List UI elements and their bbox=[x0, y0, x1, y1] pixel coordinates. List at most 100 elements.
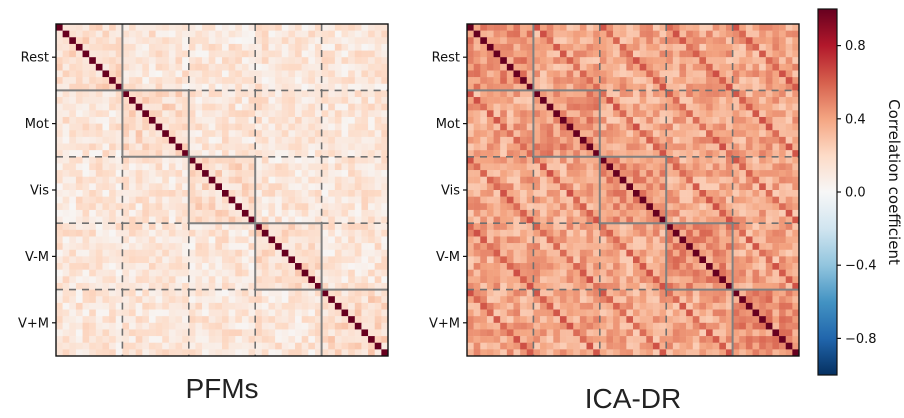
heatmap-cell bbox=[633, 243, 640, 251]
heatmap-cell bbox=[666, 316, 674, 324]
heatmap-cell bbox=[540, 249, 547, 257]
heatmap-cell bbox=[480, 243, 488, 251]
heatmap-cell bbox=[281, 196, 289, 204]
heatmap-cell bbox=[215, 329, 223, 337]
heatmap-cell bbox=[506, 70, 514, 78]
heatmap-cell bbox=[573, 243, 581, 251]
heatmap-cell bbox=[155, 37, 163, 45]
heatmap-cell bbox=[235, 156, 243, 164]
heatmap-cell bbox=[314, 229, 322, 237]
heatmap-cell bbox=[334, 282, 342, 290]
heatmap-cell bbox=[115, 216, 123, 224]
heatmap-cell bbox=[95, 57, 103, 65]
heatmap-cell bbox=[546, 170, 554, 177]
heatmap-cell bbox=[546, 316, 554, 324]
heatmap-cell bbox=[215, 130, 223, 138]
heatmap-cell bbox=[354, 309, 362, 317]
heatmap-cell bbox=[328, 176, 336, 184]
heatmap-cell bbox=[467, 243, 474, 251]
heatmap-cell bbox=[785, 223, 793, 231]
heatmap-cell bbox=[62, 296, 70, 304]
heatmap-cell bbox=[546, 209, 554, 217]
heatmap-cell bbox=[268, 322, 276, 330]
heatmap-cell bbox=[666, 97, 674, 104]
heatmap-cell bbox=[540, 43, 547, 51]
heatmap-cell bbox=[182, 150, 190, 158]
heatmap-cell bbox=[533, 256, 541, 264]
heatmap-cell bbox=[75, 263, 83, 270]
heatmap-cell bbox=[593, 90, 601, 98]
heatmap-cell bbox=[659, 37, 667, 45]
heatmap-cell bbox=[526, 203, 534, 211]
heatmap-cell bbox=[540, 170, 547, 177]
heatmap-cell bbox=[314, 196, 322, 204]
heatmap-cell bbox=[241, 50, 249, 58]
heatmap-cell bbox=[706, 50, 713, 58]
heatmap-cell bbox=[732, 203, 740, 211]
heatmap-cell bbox=[526, 43, 534, 51]
heatmap-cell bbox=[473, 296, 481, 304]
heatmap-cell bbox=[314, 209, 322, 217]
heatmap-cell bbox=[122, 50, 130, 58]
heatmap-cell bbox=[82, 316, 90, 324]
heatmap-cell bbox=[288, 263, 296, 270]
heatmap-cell bbox=[706, 316, 713, 324]
heatmap-cell bbox=[633, 276, 640, 284]
heatmap-cell bbox=[321, 83, 329, 91]
heatmap-cell bbox=[699, 249, 707, 257]
heatmap-cell bbox=[599, 70, 607, 78]
heatmap-cell bbox=[374, 236, 382, 244]
heatmap-cell bbox=[599, 123, 607, 131]
heatmap-cell bbox=[540, 223, 547, 231]
heatmap-cell bbox=[725, 342, 733, 350]
heatmap-cell bbox=[102, 43, 110, 51]
heatmap-cell bbox=[275, 223, 283, 231]
heatmap-cell bbox=[182, 190, 190, 197]
heatmap-cell bbox=[579, 30, 587, 38]
heatmap-cell bbox=[109, 349, 117, 357]
heatmap-cell bbox=[56, 329, 63, 337]
heatmap-cell bbox=[540, 256, 547, 264]
heatmap-cell bbox=[381, 316, 389, 324]
heatmap-cell bbox=[115, 349, 123, 357]
heatmap-cell bbox=[381, 209, 389, 217]
heatmap-cell bbox=[208, 336, 216, 343]
heatmap-cell bbox=[195, 136, 203, 144]
heatmap-cell bbox=[785, 209, 793, 217]
heatmap-cell bbox=[526, 209, 534, 217]
heatmap-cell bbox=[765, 296, 773, 304]
heatmap-cell bbox=[626, 196, 634, 204]
heatmap-cell bbox=[381, 50, 389, 58]
heatmap-cell bbox=[182, 156, 190, 164]
heatmap-cell bbox=[579, 216, 587, 224]
heatmap-cell bbox=[195, 309, 203, 317]
heatmap-cell bbox=[779, 143, 786, 151]
heatmap-cell bbox=[533, 77, 541, 85]
heatmap-cell bbox=[228, 37, 236, 45]
heatmap-cell bbox=[540, 190, 547, 197]
heatmap-cell bbox=[168, 322, 176, 330]
heatmap-cell bbox=[75, 156, 83, 164]
heatmap-cell bbox=[122, 229, 130, 237]
heatmap-cell bbox=[222, 156, 229, 164]
heatmap-cell bbox=[626, 203, 634, 211]
heatmap-cell bbox=[540, 276, 547, 284]
heatmap-cell bbox=[500, 176, 508, 184]
heatmap-cell bbox=[486, 77, 494, 85]
heatmap-cell bbox=[135, 103, 143, 111]
heatmap-cell bbox=[759, 70, 767, 78]
heatmap-cell bbox=[328, 309, 336, 317]
heatmap-cell bbox=[354, 130, 362, 138]
heatmap-cell bbox=[639, 136, 647, 144]
heatmap-cell bbox=[540, 77, 547, 85]
heatmap-cell bbox=[619, 57, 627, 65]
heatmap-cell bbox=[222, 90, 229, 98]
heatmap-cell bbox=[725, 150, 733, 158]
heatmap-cell bbox=[228, 83, 236, 91]
heatmap-cell bbox=[195, 329, 203, 337]
heatmap-cell bbox=[692, 37, 700, 45]
heatmap-cell bbox=[613, 263, 620, 270]
heatmap-cell bbox=[765, 57, 773, 65]
heatmap-cell bbox=[785, 57, 793, 65]
heatmap-cell bbox=[599, 103, 607, 111]
